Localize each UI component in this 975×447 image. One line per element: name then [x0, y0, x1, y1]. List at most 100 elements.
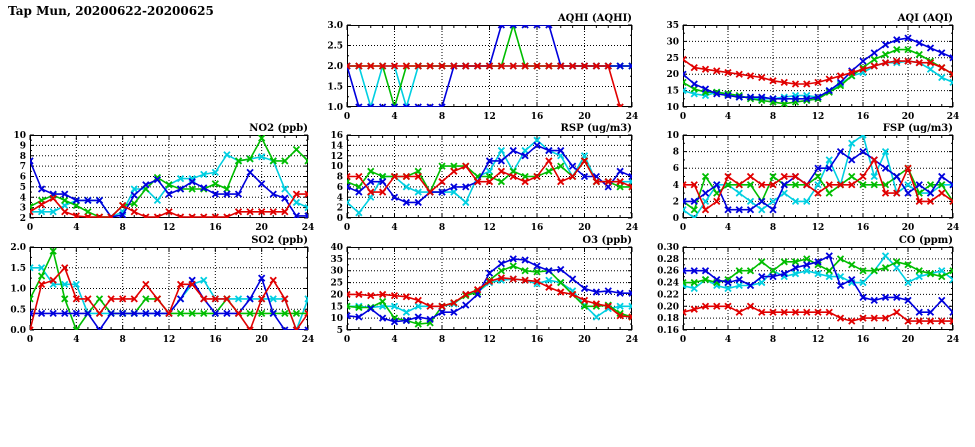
axis-text: 10 — [13, 131, 26, 141]
chart-so2-canvas: 0.0 0.5 1.0 1.5 2.0 0 4 8 12 16 20 24 SO2 (ppb) — [10, 235, 314, 345]
axis-text: 12 — [812, 223, 825, 233]
series-line-blue — [683, 37, 953, 100]
axis-text: 20 — [902, 223, 915, 233]
page-title: Tap Mun, 20200622-20200625 — [8, 4, 214, 18]
series-markers-red — [347, 157, 632, 196]
axis-text: 12 — [483, 335, 496, 345]
axis-text: 7 — [20, 162, 26, 172]
axis-text: 0.28 — [657, 255, 679, 265]
axis-text: 4 — [391, 223, 397, 233]
axis-text: 8 — [439, 112, 445, 122]
axis-text: 2.0 — [327, 62, 343, 72]
axis-text: 25 — [666, 54, 679, 64]
axis-text: 8 — [120, 335, 126, 345]
chart-aqi-title: AQI (AQI) — [897, 13, 953, 24]
axis-text: 30 — [666, 37, 679, 47]
axis-text: 35 — [666, 21, 679, 31]
axis-text: 16 — [857, 112, 870, 122]
axis-text: 4 — [73, 335, 79, 345]
axis-text: 16 — [209, 223, 222, 233]
chart-fsp-series — [683, 135, 953, 218]
axis-text: 20 — [255, 223, 268, 233]
axis-text: 6 — [20, 173, 26, 183]
axis-text: 10 — [330, 314, 343, 324]
axis-text: 6 — [337, 183, 343, 193]
axis-text: 0 — [344, 112, 350, 122]
axis-text: 4 — [73, 223, 79, 233]
axis-text: 0 — [673, 214, 679, 224]
axis-text: 0 — [337, 214, 343, 224]
axis-text: 5 — [20, 183, 26, 193]
axis-text: 0 — [680, 112, 686, 122]
axis-text: 20 — [330, 290, 343, 300]
chart-fsp: 0 2 4 6 8 10 0 4 8 12 16 20 24 FSP (ug/m3) — [653, 122, 963, 236]
axis-text: 24 — [626, 112, 639, 122]
axis-text: 24 — [947, 335, 960, 345]
chart-aqhi-canvas: 1.0 1.5 2.0 2.5 3.0 0 4 8 12 16 20 24 AQHI (AQHI) — [327, 13, 639, 122]
chart-aqhi-title: AQHI (AQHI) — [557, 13, 632, 24]
axis-text: 20 — [666, 70, 679, 80]
axis-text: 12 — [163, 335, 176, 345]
series-markers-red — [683, 302, 953, 325]
axis-text: 8 — [20, 152, 26, 162]
chart-rsp-title: RSP (ug/m3) — [561, 123, 632, 134]
axis-text: 30 — [330, 267, 343, 277]
axis-text: 6 — [673, 164, 679, 174]
series-markers-blue — [683, 34, 953, 103]
series-line-red — [347, 65, 621, 107]
axis-text: 20 — [902, 335, 915, 345]
axis-text: 3 — [20, 204, 26, 214]
chart-no2: 2 3 4 5 6 7 8 9 10 0 4 8 12 16 20 24 NO2 (ppb) — [0, 122, 318, 236]
axis-text: 0 — [680, 335, 686, 345]
axis-text: 8 — [673, 148, 679, 158]
chart-aqi: 10 15 20 25 30 35 0 4 8 12 16 20 24 AQI (AQI) — [653, 12, 963, 125]
series-markers-green — [683, 45, 953, 107]
series-markers-red — [30, 264, 308, 330]
axis-text: 2.5 — [327, 42, 343, 52]
axis-text: 20 — [578, 223, 591, 233]
axis-text: 16 — [209, 335, 222, 345]
chart-co-canvas: 0.16 0.18 0.20 0.220.24 0.26 0.28 0.30 0 4 8 12 16 2… — [657, 235, 960, 345]
axis-text: 16 — [531, 112, 544, 122]
chart-o3: 5 10 15 20 25 30 35 40 0 4 8 12 16 20 24 O3 (ppb) — [317, 234, 642, 348]
axis-text: 15 — [666, 87, 679, 97]
axis-text: 2 — [20, 214, 26, 224]
axis-text: 0 — [680, 223, 686, 233]
axis-text: 16 — [531, 335, 544, 345]
axis-text: 16 — [857, 223, 870, 233]
series-line-blue — [30, 160, 308, 218]
axis-text: 1.0 — [10, 285, 26, 295]
axis-text: 24 — [947, 223, 960, 233]
axis-text: 20 — [578, 335, 591, 345]
axis-text: 0.20 — [657, 302, 679, 312]
axis-text: 12 — [483, 112, 496, 122]
axis-text: 4 — [391, 112, 397, 122]
axis-text: 4 — [391, 335, 397, 345]
series-markers-blue — [683, 252, 953, 316]
axis-text: 40 — [330, 243, 343, 253]
chart-co: 0.16 0.18 0.20 0.22 0.24 0.26 0.28 0.30 0 4 8 12 16 2… — [653, 234, 963, 348]
axis-text: 1.0 — [327, 103, 343, 113]
axis-text: 16 — [857, 335, 870, 345]
axis-text: 10 — [666, 103, 679, 113]
chart-no2-series — [30, 135, 308, 218]
axis-text: 24 — [947, 112, 960, 122]
axis-text: 3.0 — [327, 21, 343, 31]
axis-text: 2.0 — [10, 243, 26, 253]
chart-aqi-series — [683, 34, 953, 107]
axis-text: 12 — [812, 335, 825, 345]
chart-o3-title: O3 (ppb) — [582, 235, 632, 246]
axis-text: 9 — [20, 141, 26, 151]
chart-aqhi: 1.0 1.5 2.0 2.5 3.0 0 4 8 12 16 20 24 AQHI (AQHI) — [317, 12, 642, 125]
chart-aqi-canvas: 10 15 20 25 30 35 0 4 8 12 16 20 24 AQI (AQI) — [666, 13, 960, 122]
series-markers-blue — [30, 157, 308, 218]
axis-text: 12 — [483, 223, 496, 233]
series-markers-red — [683, 156, 953, 214]
axis-text: 0.26 — [657, 267, 679, 277]
axis-text: 24 — [626, 223, 639, 233]
axis-text: 0.18 — [657, 314, 679, 324]
axis-text: 8 — [770, 223, 776, 233]
series-markers-red — [347, 62, 624, 107]
chart-o3-series — [347, 255, 632, 328]
axis-text: 20 — [578, 112, 591, 122]
